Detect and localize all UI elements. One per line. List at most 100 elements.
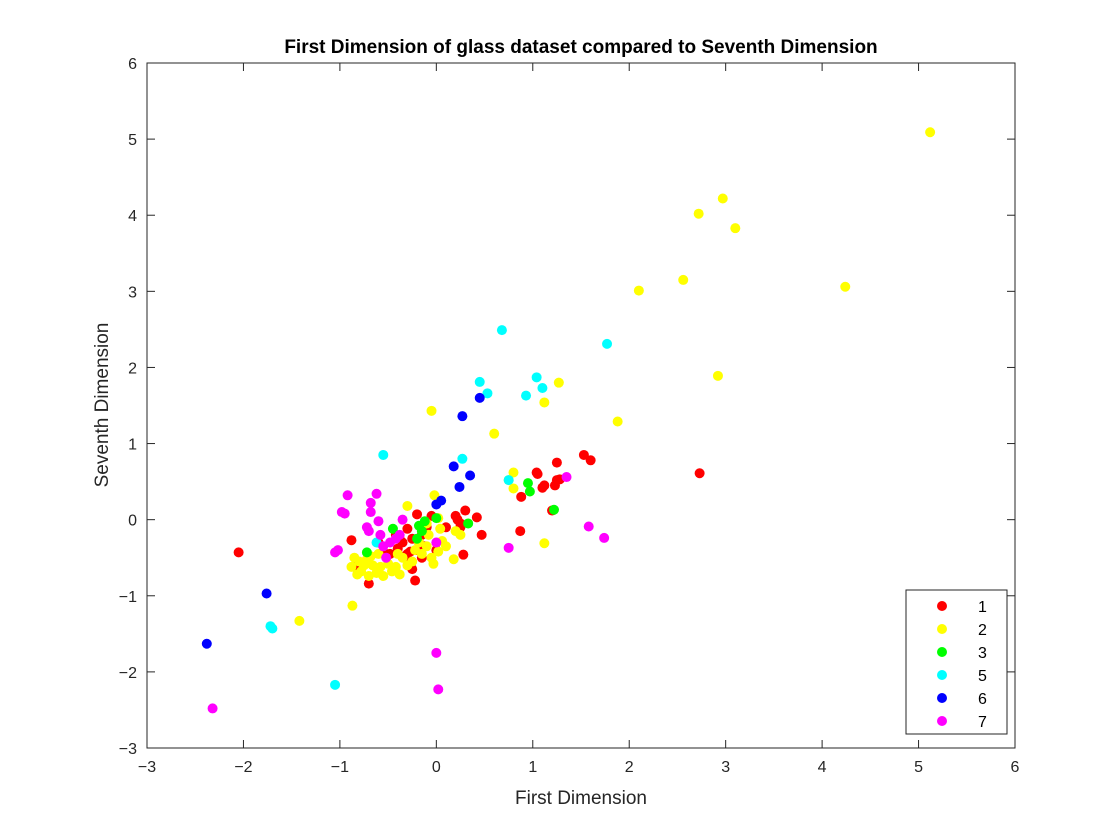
legend-marker-3	[937, 647, 947, 657]
x-tick-label: 5	[914, 759, 923, 776]
data-point	[373, 548, 384, 559]
data-point	[471, 512, 482, 523]
data-point	[503, 475, 514, 486]
data-point	[516, 491, 527, 502]
data-point	[522, 478, 533, 489]
y-tick-label: −3	[119, 741, 137, 758]
data-point	[346, 535, 357, 546]
data-point	[465, 470, 476, 481]
data-point	[457, 453, 468, 464]
series-7	[207, 472, 610, 714]
plot-area	[147, 63, 1015, 748]
x-tick-label: 6	[1011, 759, 1020, 776]
x-tick-label: 4	[818, 759, 827, 776]
legend-label: 1	[978, 599, 987, 616]
data-point	[426, 405, 437, 416]
data-point	[330, 679, 341, 690]
legend-marker-2	[937, 624, 947, 634]
data-point	[551, 457, 562, 468]
data-point	[429, 490, 440, 501]
data-point	[394, 569, 405, 580]
data-point	[448, 461, 459, 472]
data-point	[431, 513, 442, 524]
data-point	[440, 541, 451, 552]
x-tick-label: 3	[721, 759, 730, 776]
data-point	[489, 428, 500, 439]
x-axis-ticks: −3 −2 −1 0 1 2 3 4 5 6	[138, 63, 1020, 776]
data-point	[428, 558, 439, 569]
y-tick-label: −2	[119, 665, 137, 682]
data-point	[371, 488, 382, 499]
data-point	[412, 533, 423, 544]
x-tick-label: 2	[625, 759, 634, 776]
y-tick-label: 4	[128, 208, 137, 225]
y-tick-label: 1	[128, 437, 137, 454]
data-point	[339, 508, 350, 519]
legend-label: 6	[978, 691, 987, 708]
data-point	[267, 623, 278, 634]
data-point	[693, 208, 704, 219]
y-tick-label: 6	[128, 56, 137, 73]
data-point	[365, 497, 376, 508]
data-point	[531, 372, 542, 383]
data-point	[433, 546, 444, 557]
data-point	[261, 588, 272, 599]
y-tick-label: −1	[119, 589, 137, 606]
series-6	[201, 392, 485, 649]
legend-label: 7	[978, 714, 987, 731]
legend: 1 2 3 5 6 7	[905, 589, 1008, 735]
y-tick-label: 3	[128, 284, 137, 301]
x-tick-label: −2	[234, 759, 252, 776]
data-point	[503, 542, 514, 553]
data-point	[361, 547, 372, 558]
data-point	[378, 570, 389, 581]
data-point	[365, 507, 376, 518]
data-point	[390, 561, 401, 572]
data-point	[455, 529, 466, 540]
data-point	[521, 390, 532, 401]
data-point	[612, 416, 623, 427]
x-tick-label: 1	[528, 759, 537, 776]
data-point	[201, 638, 212, 649]
data-point	[294, 615, 305, 626]
data-point	[578, 449, 589, 460]
data-point	[678, 274, 689, 285]
data-point	[375, 529, 386, 540]
data-point	[553, 377, 564, 388]
data-point	[452, 514, 463, 525]
data-point	[394, 529, 405, 540]
data-point	[373, 516, 384, 527]
data-point	[599, 532, 610, 543]
data-point	[433, 684, 444, 695]
data-point	[694, 468, 705, 479]
y-tick-label: 0	[128, 513, 137, 530]
data-point	[454, 481, 465, 492]
data-point	[363, 526, 374, 537]
legend-marker-6	[937, 693, 947, 703]
data-point	[431, 537, 442, 548]
data-point	[412, 509, 423, 520]
series-5	[265, 325, 613, 690]
data-point	[730, 223, 741, 234]
data-point	[392, 548, 403, 559]
data-point	[346, 561, 357, 572]
data-point	[381, 552, 392, 563]
axes-layer	[146, 62, 1016, 749]
data-point	[482, 388, 493, 399]
data-point	[463, 518, 474, 529]
data-point	[421, 541, 432, 552]
data-point	[712, 370, 723, 381]
data-point	[583, 521, 594, 532]
data-point	[539, 538, 550, 549]
data-point	[515, 526, 526, 537]
data-point	[378, 449, 389, 460]
legend-marker-1	[937, 601, 947, 611]
data-point	[537, 382, 548, 393]
data-point	[925, 127, 936, 138]
legend-label: 5	[978, 668, 987, 685]
data-point	[407, 556, 418, 567]
data-point	[363, 570, 374, 581]
legend-box	[905, 589, 1008, 735]
y-axis-label: Seventh Dimension	[92, 323, 113, 488]
